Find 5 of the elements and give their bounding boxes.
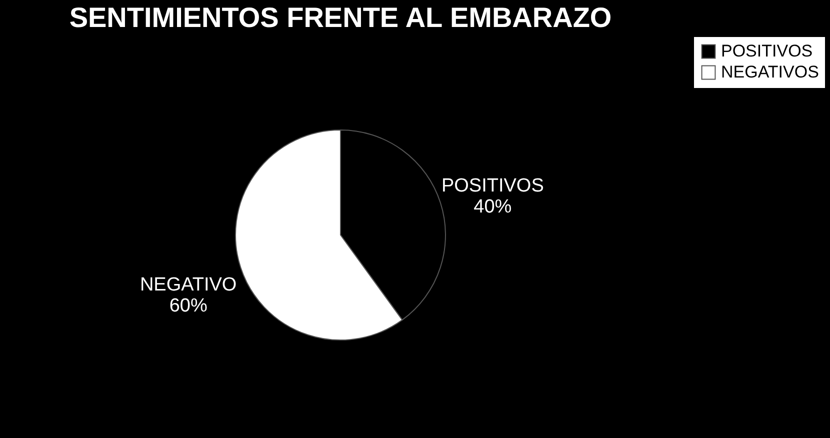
data-label: NEGATIVO 60%	[140, 274, 237, 316]
chart-title: SENTIMIENTOS FRENTE AL EMBARAZO	[69, 2, 612, 33]
legend-label: NEGATIVOS	[721, 62, 819, 82]
legend-label: POSITIVOS	[721, 42, 813, 60]
data-label: POSITIVOS 40%	[441, 176, 544, 218]
